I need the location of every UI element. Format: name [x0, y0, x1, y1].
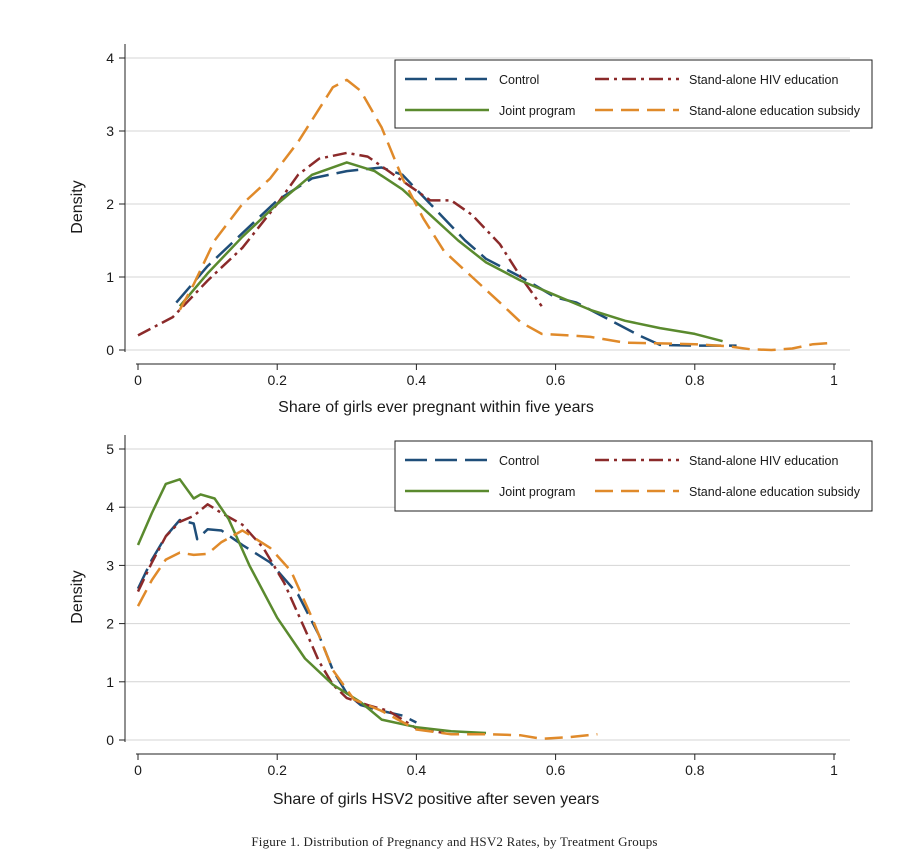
y-tick-label: 4 — [106, 50, 114, 66]
x-tick-label: 0.8 — [685, 762, 705, 778]
y-tick-label: 3 — [106, 123, 114, 139]
y-tick-label: 0 — [106, 342, 114, 358]
legend-box — [394, 59, 873, 129]
legend-label: Control — [499, 454, 539, 468]
series-line-control — [136, 518, 417, 724]
y-tick-label: 2 — [106, 196, 114, 212]
series-line-stand-alone-hiv-education — [137, 151, 543, 337]
y-tick-label: 1 — [106, 269, 114, 285]
y-tick-label: 3 — [106, 557, 114, 573]
y-tick-label: 5 — [106, 441, 114, 457]
x-tick-label: 0.4 — [407, 372, 427, 388]
y-tick-label: 0 — [106, 732, 114, 748]
legend-label: Joint program — [499, 104, 575, 118]
series-line-joint-program — [136, 478, 487, 735]
series-line-stand-alone-education-subsidy — [178, 78, 835, 352]
x-tick-label: 0.8 — [685, 372, 705, 388]
legend-label: Stand-alone education subsidy — [689, 104, 861, 118]
y-tick-label: 4 — [106, 499, 114, 515]
x-tick-label: 0.4 — [407, 762, 427, 778]
figure-caption: Figure 1. Distribution of Pregnancy and … — [251, 834, 658, 849]
hsv2-density-chart: 0 1 2 3 4 5 0 0.2 0.4 0.6 0.8 1 Share of girls HSV2 … — [69, 435, 873, 808]
legend-label: Joint program — [499, 485, 575, 499]
y-tick-label: 2 — [106, 616, 114, 632]
x-tick-label: 0.2 — [267, 762, 287, 778]
x-tick-label: 1 — [830, 372, 838, 388]
y-axis-title: Density — [69, 570, 86, 623]
x-tick-label: 0.2 — [267, 372, 287, 388]
legend-label: Stand-alone HIV education — [689, 73, 838, 87]
y-axis-title: Density — [69, 180, 86, 233]
series-line-stand-alone-hiv-education — [136, 503, 445, 735]
x-axis-title: Share of girls HSV2 positive after seven… — [273, 791, 599, 808]
x-tick-label: 0.6 — [546, 372, 566, 388]
legend-box — [394, 440, 873, 512]
x-tick-label: 1 — [830, 762, 838, 778]
series-line-stand-alone-education-subsidy — [136, 529, 598, 741]
x-axis-title: Share of girls ever pregnant within five… — [278, 399, 594, 416]
legend-label: Stand-alone HIV education — [689, 454, 838, 468]
pregnancy-density-chart: 0 1 2 3 4 0 0.2 0.4 0.6 0.8 1 Share of girls ever p… — [69, 44, 873, 416]
x-tick-label: 0 — [134, 372, 142, 388]
x-tick-label: 0.6 — [546, 762, 566, 778]
y-tick-label: 1 — [106, 674, 114, 690]
series-line-joint-program — [178, 161, 723, 343]
legend-label: Control — [499, 73, 539, 87]
legend-label: Stand-alone education subsidy — [689, 485, 861, 499]
series-line-control — [175, 166, 737, 347]
x-tick-label: 0 — [134, 762, 142, 778]
